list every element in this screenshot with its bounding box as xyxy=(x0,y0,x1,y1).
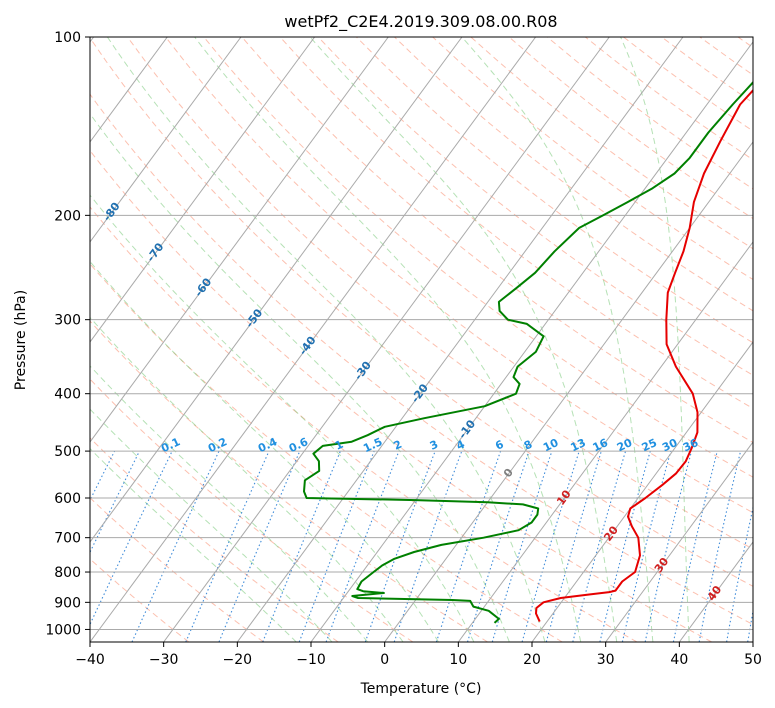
x-axis: −40 −30 −20 −10 0 10 20 30 40 50 xyxy=(75,642,762,668)
isotherm-line xyxy=(531,341,753,642)
mixing-ratio-line xyxy=(185,450,270,642)
moist-adiabat xyxy=(620,37,690,642)
y-axis: 100 200 300 400 500 600 700 800 900 1000 xyxy=(45,30,90,638)
mixing-ratio-line xyxy=(572,450,627,642)
mixing-ratio-line xyxy=(90,450,116,502)
isotherm-line xyxy=(310,41,753,642)
chart-title: wetPf2_C2E4.2019.309.08.00.R08 xyxy=(284,12,557,32)
mixing-ratio-line xyxy=(599,450,651,642)
y-tick-label: 100 xyxy=(54,30,81,46)
dry-adiabat xyxy=(90,206,638,642)
x-tick-label: −30 xyxy=(149,652,179,668)
mixing-ratio-line xyxy=(262,450,341,642)
isotherm-line xyxy=(163,37,610,642)
x-tick-label: 30 xyxy=(597,652,615,668)
moist-adiabat xyxy=(106,37,546,642)
sounding-series xyxy=(303,80,753,624)
isotherm-line xyxy=(90,37,389,443)
mixing-ratio-label: 36 xyxy=(681,436,701,454)
dry-adiabat xyxy=(90,93,753,626)
isotherm-line xyxy=(605,441,753,642)
isotherm-line xyxy=(90,37,463,543)
isotherm-line xyxy=(90,37,316,343)
mixing-ratio-line xyxy=(521,450,580,642)
moist-adiabat xyxy=(309,37,618,642)
x-axis-label: Temperature (°C) xyxy=(360,681,482,697)
mixing-ratio-line xyxy=(621,450,672,642)
mixing-ratio-label: 25 xyxy=(640,436,659,454)
mixing-ratio-line xyxy=(364,450,436,642)
mixing-ratio-label: 16 xyxy=(591,436,611,454)
pressure-gridlines xyxy=(90,37,753,630)
mixing-ratio-label: 30 xyxy=(660,436,680,454)
y-tick-label: 700 xyxy=(54,531,81,547)
mixing-ratio-line xyxy=(298,450,375,642)
mixing-ratio-line xyxy=(325,450,400,642)
mixing-ratio-line xyxy=(435,450,502,642)
y-tick-label: 1000 xyxy=(45,622,81,638)
temperature-profile-line xyxy=(535,88,753,623)
plot-area: -100-90-80-70-60-50-40-30-20-10010203040… xyxy=(90,37,753,642)
y-tick-label: 500 xyxy=(54,444,81,460)
dry-adiabat xyxy=(279,37,753,410)
moist-adiabat xyxy=(90,112,510,642)
mixing-ratio-line xyxy=(672,450,718,642)
mixing-ratio-line xyxy=(545,450,602,642)
moist-adiabat xyxy=(194,37,582,642)
isotherm-line xyxy=(90,37,537,642)
moist-adiabat xyxy=(90,408,333,642)
dry-adiabat xyxy=(90,37,753,587)
isotherm-line xyxy=(457,241,753,642)
x-tick-label: −20 xyxy=(223,652,253,668)
isotherm-line xyxy=(90,37,242,243)
moist-adiabat xyxy=(90,447,297,642)
y-tick-label: 300 xyxy=(54,313,81,329)
mixing-ratio-label: 13 xyxy=(568,436,587,454)
isotherm-line xyxy=(236,37,684,642)
moist-adiabats xyxy=(90,37,690,642)
dry-adiabat xyxy=(356,37,753,344)
isotherms xyxy=(90,37,753,642)
x-tick-label: 10 xyxy=(449,652,467,668)
y-tick-label: 200 xyxy=(54,208,81,224)
mixing-ratio-line xyxy=(466,450,530,642)
isotherm-line xyxy=(90,37,168,143)
dry-adiabat xyxy=(90,263,563,642)
y-axis-label: Pressure (hPa) xyxy=(13,290,29,390)
y-tick-label: 600 xyxy=(54,491,81,507)
moist-adiabat xyxy=(461,37,654,642)
dry-adiabat xyxy=(90,378,414,642)
mixing-ratio-label: 10 xyxy=(541,436,561,454)
x-tick-label: 40 xyxy=(670,652,688,668)
x-tick-label: −10 xyxy=(296,652,326,668)
moist-adiabat xyxy=(90,316,404,642)
mixing-ratio-line xyxy=(218,450,301,642)
plot-frame xyxy=(89,36,754,643)
y-tick-label: 800 xyxy=(54,565,81,581)
dewpoint-profile-line xyxy=(303,80,753,624)
mixing-ratio-label: 20 xyxy=(615,436,635,454)
x-tick-label: 50 xyxy=(744,652,762,668)
x-tick-label: −40 xyxy=(75,652,105,668)
dry-adiabat xyxy=(165,37,753,514)
x-tick-label: 0 xyxy=(380,652,389,668)
x-tick-label: 20 xyxy=(523,652,541,668)
y-tick-label: 900 xyxy=(54,595,81,611)
dry-adiabat xyxy=(90,149,712,642)
dry-adiabat xyxy=(317,37,753,376)
y-tick-label: 400 xyxy=(54,387,81,403)
